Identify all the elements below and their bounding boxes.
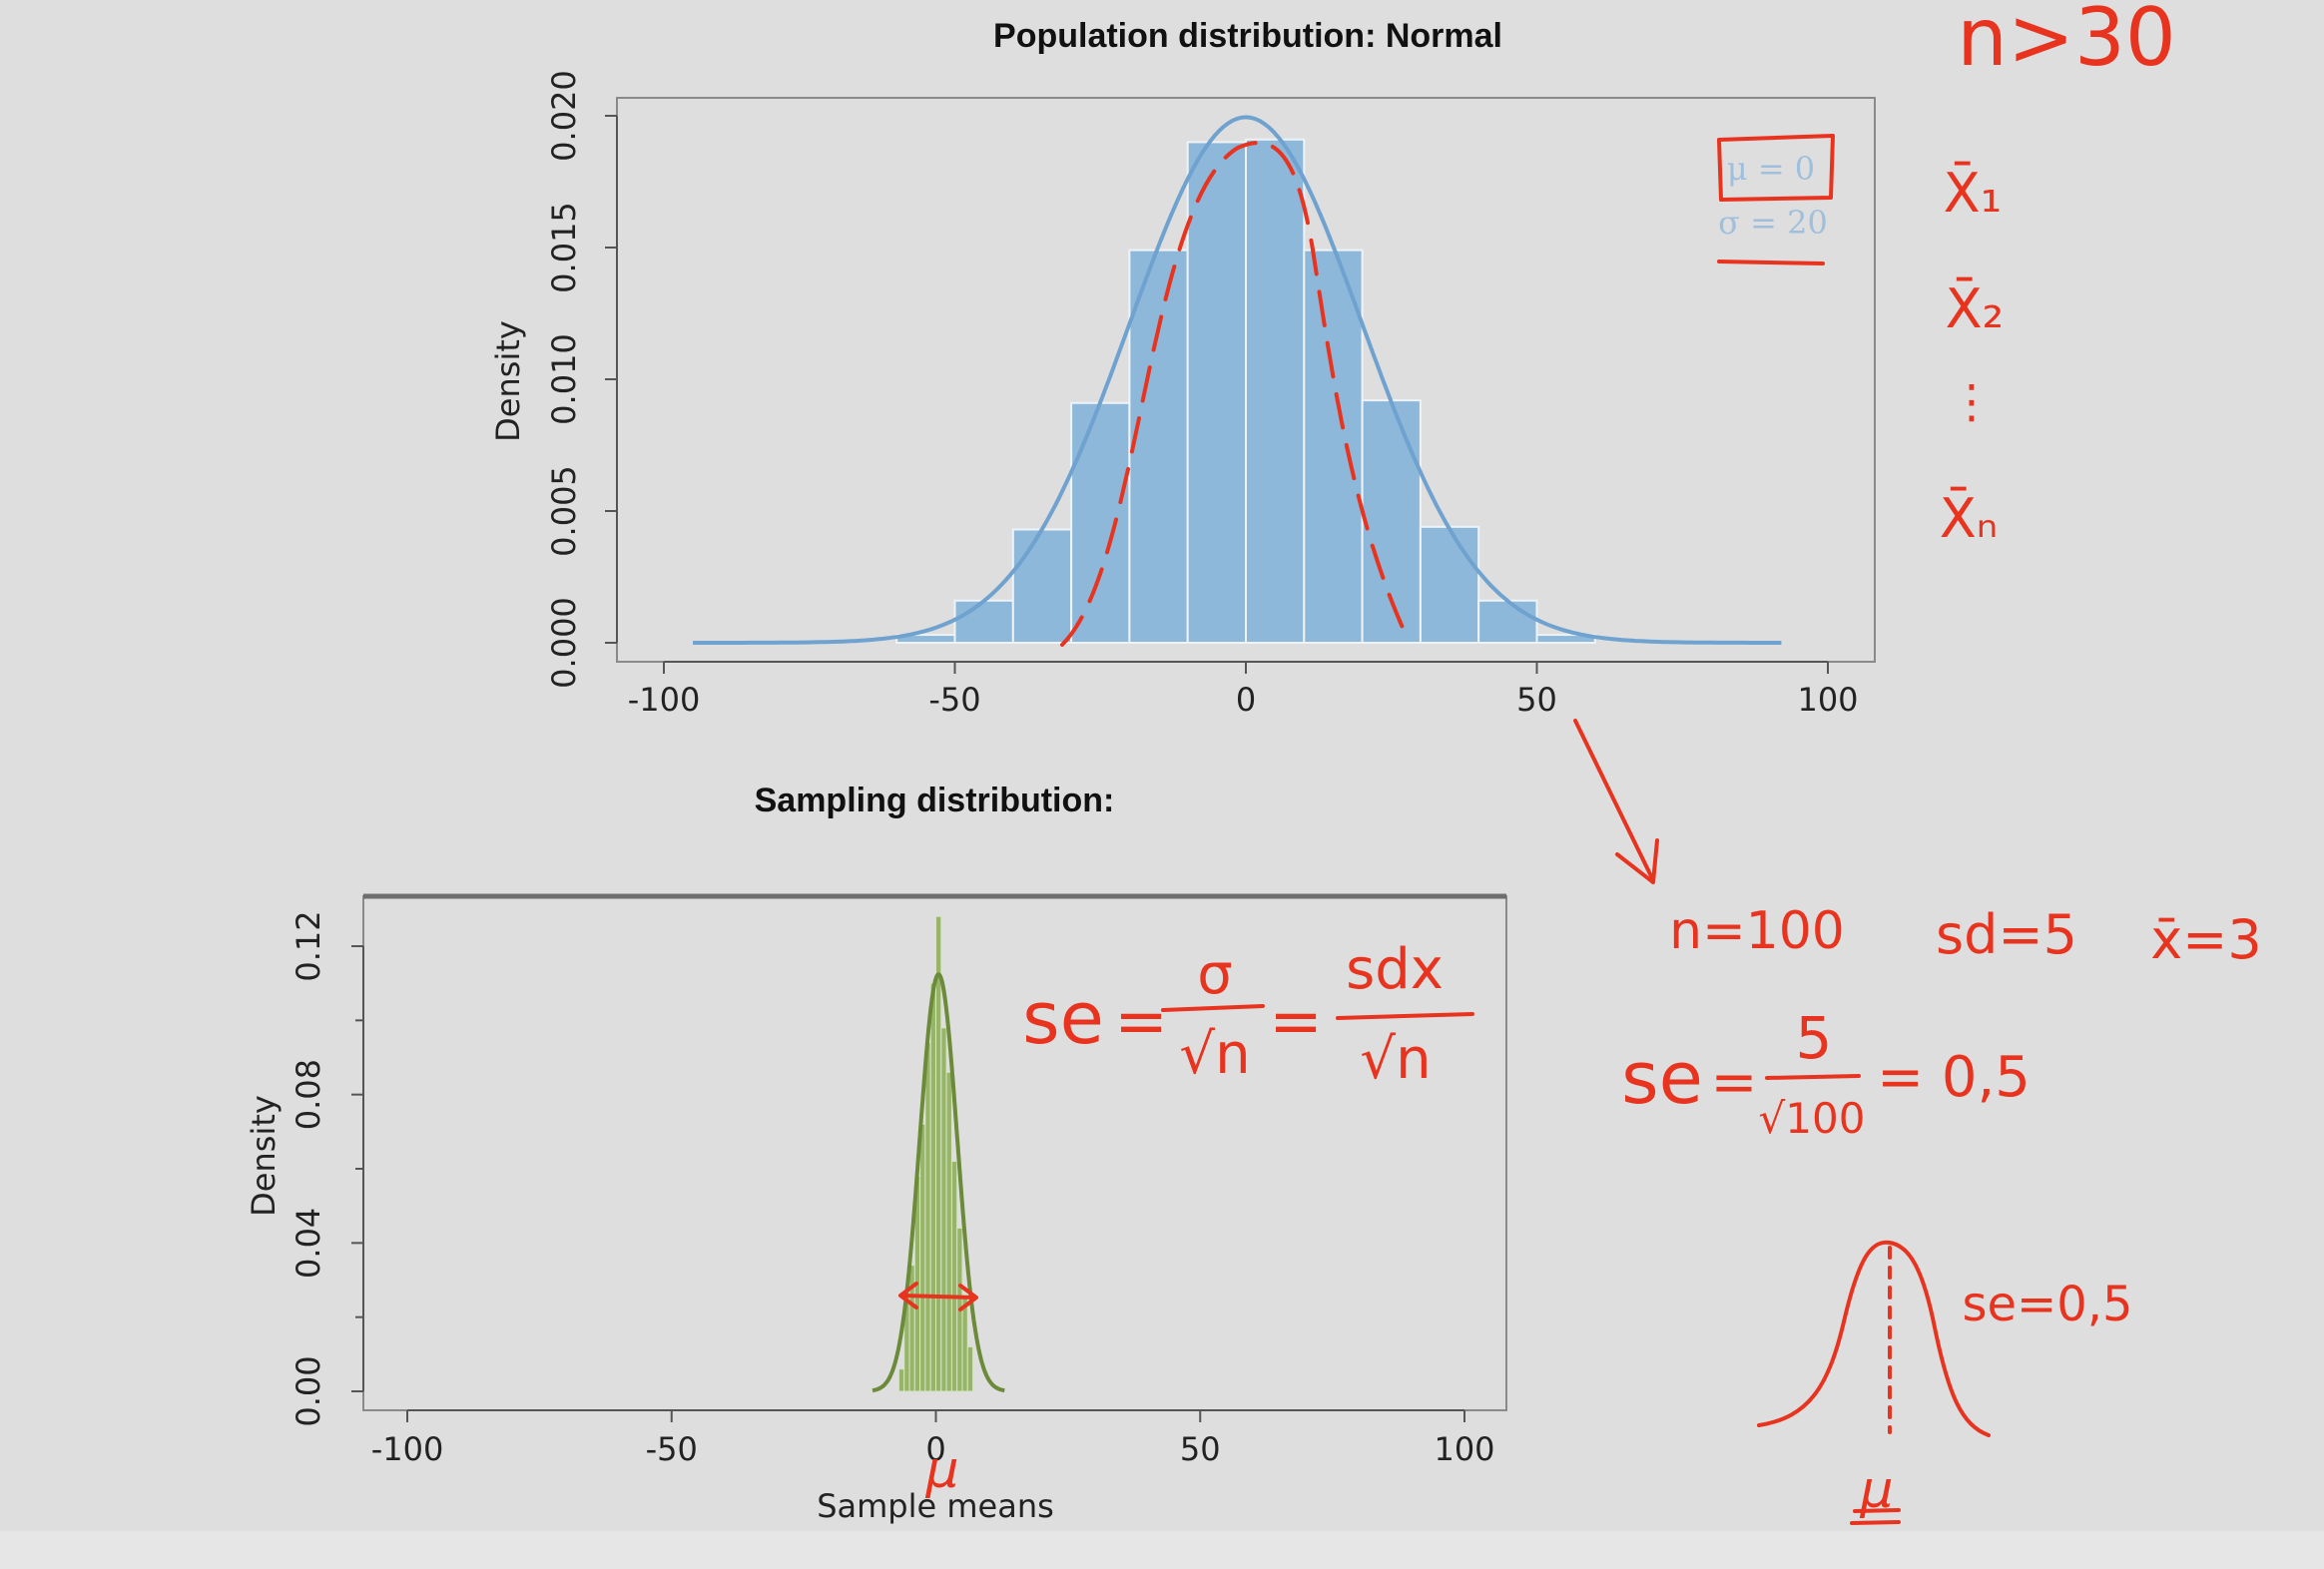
fraction-bar-1 bbox=[1161, 1004, 1265, 1012]
sample-mean-1: X̄₁ bbox=[1944, 162, 2003, 225]
se-double-arrow-left-head bbox=[898, 1282, 918, 1309]
sampling-x-tick-label-2: 0 bbox=[925, 1430, 945, 1468]
se-formula-den-2: √n bbox=[1360, 1027, 1431, 1092]
fraction-bar-2 bbox=[1336, 1012, 1474, 1020]
given-n: n=100 bbox=[1669, 901, 1845, 961]
se-value-formula: se = 5 √100 = 0,5 bbox=[1621, 1004, 2031, 1143]
population-bar-6 bbox=[1245, 138, 1306, 644]
fraction-bar-3 bbox=[1765, 1074, 1861, 1080]
legend-box-mark bbox=[1717, 134, 1835, 202]
population-chart: Population distribution: Normal -100 -50 0… bbox=[489, 17, 1876, 719]
se-value-den: √100 bbox=[1759, 1094, 1866, 1143]
population-histogram bbox=[895, 138, 1596, 645]
sampling-bar-12 bbox=[961, 1294, 968, 1392]
bottom-strip bbox=[0, 1531, 2324, 1569]
sampling-y-tick-label-1: 0.04 bbox=[290, 1208, 327, 1279]
sampling-bar-7 bbox=[935, 915, 942, 1392]
mu-mark-1: μ bbox=[924, 1440, 958, 1500]
sampling-x-axis: -100 -50 0 50 100 bbox=[371, 1409, 1495, 1468]
population-bar-9 bbox=[1419, 525, 1480, 645]
population-x-tick-label-3: 50 bbox=[1516, 681, 1557, 719]
sampling-bar-10 bbox=[950, 1161, 958, 1392]
se-sketch-label: se=0,5 bbox=[1962, 1277, 2132, 1332]
sampling-bar-5 bbox=[924, 1042, 931, 1392]
population-y-tick-label-0: 0.000 bbox=[545, 597, 583, 689]
population-bar-5 bbox=[1186, 141, 1247, 644]
small-bell-sketch bbox=[1757, 1240, 1991, 1437]
population-bar-2 bbox=[1011, 528, 1073, 644]
se-value-lhs: se bbox=[1621, 1036, 1703, 1120]
se-value-result: = 0,5 bbox=[1877, 1045, 2031, 1110]
sampling-y-axis-label: Density bbox=[245, 1095, 283, 1217]
se-double-arrow bbox=[900, 1294, 976, 1300]
population-y-axis-label: Density bbox=[489, 320, 527, 442]
sampling-chart-title: Sampling distribution: bbox=[755, 782, 1115, 819]
sampling-x-tick-label-0: -100 bbox=[371, 1430, 444, 1468]
handwritten-annotations: n>30 X̄₁ X̄₂ ⋮ X̄ₙ n=100 sd=5 x̄=3 se = … bbox=[898, 0, 2262, 1525]
se-formula: se = σ √n = sdx √n bbox=[1022, 937, 1474, 1092]
population-bar-4 bbox=[1128, 249, 1189, 644]
se-double-arrow-right-head bbox=[958, 1284, 978, 1311]
sampling-x-axis-label: Sample means bbox=[817, 1487, 1054, 1525]
sampling-y-tick-label-2: 0.08 bbox=[290, 1059, 327, 1130]
given-sd: sd=5 bbox=[1936, 903, 2077, 966]
sampling-bar-4 bbox=[919, 1123, 926, 1392]
sampling-density-curve bbox=[872, 972, 1005, 1393]
sampling-histogram bbox=[897, 915, 974, 1392]
sampling-x-tick-label-3: 50 bbox=[1180, 1430, 1221, 1468]
arrow-shaft bbox=[1573, 719, 1655, 882]
population-bar-3 bbox=[1070, 401, 1131, 645]
population-bar-8 bbox=[1361, 399, 1422, 644]
legend-sigma: σ = 20 bbox=[1718, 204, 1828, 242]
se-value-eq: = bbox=[1711, 1050, 1758, 1115]
sampling-chart: Sampling distribution: -100 -50 0 50 100 0.0… bbox=[245, 782, 1507, 1525]
sample-mean-2: X̄₂ bbox=[1946, 277, 2005, 340]
sampling-bar-13 bbox=[966, 1345, 974, 1392]
sample-mean-ellipsis: ⋮ bbox=[1949, 374, 1995, 428]
se-formula-num-2: sdx bbox=[1346, 937, 1444, 1002]
sampling-x-tick-label-1: -50 bbox=[646, 1430, 698, 1468]
population-y-axis: 0.000 0.005 0.010 0.015 0.020 bbox=[545, 70, 618, 689]
se-formula-eq-1: = bbox=[1114, 985, 1168, 1059]
population-bar-7 bbox=[1303, 249, 1364, 644]
population-x-tick-label-4: 100 bbox=[1797, 681, 1858, 719]
given-xbar: x̄=3 bbox=[2150, 908, 2262, 971]
mu-underline-1 bbox=[1853, 1508, 1901, 1513]
mu-underline-2 bbox=[1850, 1520, 1901, 1525]
legend-mu: μ = 0 bbox=[1727, 150, 1815, 188]
se-formula-eq-2: = bbox=[1269, 985, 1323, 1059]
sampling-bar-6 bbox=[929, 982, 937, 1392]
population-legend: μ = 0 σ = 20 bbox=[1718, 150, 1828, 242]
sampling-y-axis: 0.00 0.04 0.08 0.12 bbox=[290, 910, 364, 1427]
population-chart-title: Population distribution: Normal bbox=[993, 17, 1502, 55]
legend-underline-mark bbox=[1717, 260, 1825, 265]
se-formula-den-1: √n bbox=[1179, 1022, 1250, 1087]
sampling-bar-0 bbox=[897, 1368, 905, 1392]
n-rule-label: n>30 bbox=[1957, 0, 2176, 84]
population-x-tick-label-1: -50 bbox=[928, 681, 980, 719]
sampling-y-tick-label-3: 0.12 bbox=[290, 910, 327, 981]
sampling-x-tick-label-4: 100 bbox=[1434, 1430, 1494, 1468]
population-y-tick-label-4: 0.020 bbox=[545, 70, 583, 162]
population-x-axis: -100 -50 0 50 100 bbox=[628, 661, 1859, 719]
population-y-tick-label-2: 0.010 bbox=[545, 333, 583, 425]
sample-mean-n: X̄ₙ bbox=[1940, 487, 1999, 550]
population-bar-1 bbox=[953, 599, 1014, 645]
population-y-tick-label-3: 0.015 bbox=[545, 202, 583, 293]
se-formula-lhs: se bbox=[1022, 976, 1104, 1060]
sampling-y-tick-label-0: 0.00 bbox=[290, 1355, 327, 1426]
population-bar-10 bbox=[1477, 599, 1538, 645]
se-formula-num-1: σ bbox=[1197, 942, 1233, 1007]
population-y-tick-label-1: 0.005 bbox=[545, 465, 583, 557]
population-density-curve bbox=[693, 115, 1782, 645]
arrow-head bbox=[1615, 838, 1659, 884]
population-x-tick-label-2: 0 bbox=[1236, 681, 1256, 719]
sampling-bar-8 bbox=[940, 1027, 947, 1392]
se-value-num: 5 bbox=[1796, 1004, 1833, 1072]
population-x-tick-label-0: -100 bbox=[628, 681, 701, 719]
sampling-bar-9 bbox=[945, 1071, 952, 1392]
dashed-bell-sketch bbox=[1060, 141, 1410, 647]
